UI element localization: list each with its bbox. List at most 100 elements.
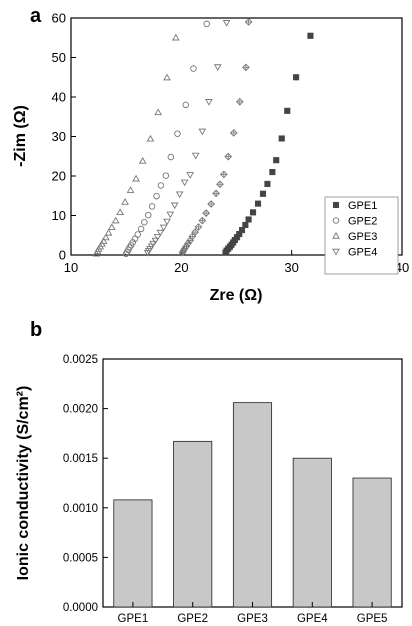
panel-b: b 0.0000 0.0005 0.0010 0.0015 0.0020 0.0025 G… — [15, 319, 403, 625]
data-point — [116, 208, 124, 216]
data-point — [203, 20, 210, 28]
y-tick-label: 0.0000 — [63, 602, 98, 614]
data-point — [242, 221, 249, 229]
data-point — [175, 191, 184, 199]
data-point — [224, 152, 233, 161]
data-point — [235, 97, 244, 106]
data-point — [264, 180, 271, 187]
data-point — [219, 170, 228, 179]
data-point — [167, 153, 175, 161]
data-point — [166, 211, 175, 219]
data-point — [188, 232, 197, 241]
data-point — [159, 224, 168, 232]
data-point — [132, 174, 140, 182]
y-tick-label: 30 — [52, 129, 66, 144]
data-point — [191, 152, 200, 160]
panel-b-letter: b — [30, 319, 42, 341]
data-point — [126, 186, 135, 193]
bar-gpe2 — [173, 440, 213, 608]
data-point — [154, 108, 163, 116]
data-point — [244, 18, 253, 26]
data-point — [174, 130, 181, 137]
x-tick-label: GPE3 — [237, 613, 268, 625]
data-point — [245, 216, 252, 223]
y-tick-label: 50 — [52, 50, 66, 65]
x-tick-label: 10 — [64, 260, 78, 275]
y-tick-label: 0.0020 — [63, 404, 98, 416]
data-point — [170, 202, 179, 210]
data-point — [194, 223, 203, 231]
data-point — [293, 74, 300, 81]
data-point — [157, 182, 165, 189]
legend-label: GPE3 — [348, 231, 377, 243]
legend-label: GPE1 — [348, 200, 377, 212]
legend-label: GPE4 — [348, 247, 377, 259]
data-point — [190, 65, 197, 72]
y-tick-label: 60 — [52, 11, 66, 26]
legend-item-gpe2: GPE2 — [332, 216, 377, 228]
legend-item-gpe1: GPE1 — [332, 200, 377, 212]
data-point — [278, 135, 285, 142]
data-point — [104, 228, 113, 236]
data-point — [180, 179, 189, 187]
data-point — [238, 227, 246, 234]
data-point — [146, 134, 155, 142]
y-tick-label: 10 — [52, 208, 66, 223]
legend-item-gpe4: GPE4 — [332, 247, 377, 259]
data-point — [153, 192, 160, 200]
panel-a-letter: a — [30, 5, 42, 27]
bar-gpe1 — [113, 499, 153, 608]
panel-a-legend: GPE1 GPE2 GPE3 GPE4 — [324, 196, 399, 275]
data-point — [121, 198, 129, 205]
panel-b-bars — [113, 402, 392, 608]
x-tick-label: GPE2 — [177, 613, 208, 625]
y-tick-label: 40 — [52, 90, 66, 105]
series-gpe2 — [122, 20, 210, 258]
data-point — [163, 73, 171, 81]
x-tick-label: GPE1 — [118, 613, 149, 625]
data-point — [141, 218, 148, 226]
data-point — [216, 180, 224, 189]
data-point — [222, 20, 231, 27]
x-tick-label: GPE4 — [297, 613, 328, 625]
data-point — [269, 169, 276, 176]
data-point — [134, 231, 142, 238]
data-point — [186, 172, 195, 179]
data-point — [307, 32, 314, 39]
data-point — [148, 203, 156, 210]
x-tick-label: 20 — [174, 260, 188, 275]
data-point — [99, 237, 108, 244]
panel-a-data-points — [92, 18, 314, 258]
legend-marker — [332, 201, 340, 209]
data-point — [137, 225, 145, 233]
data-point — [151, 237, 160, 245]
x-tick-label: GPE5 — [357, 613, 388, 625]
y-tick-label: 0.0025 — [63, 354, 98, 366]
data-point — [144, 211, 152, 219]
data-point — [259, 190, 267, 197]
series-gpe3 — [92, 33, 180, 257]
series-gpe5 — [178, 18, 253, 257]
data-point — [242, 63, 250, 72]
legend-item-gpe3: GPE3 — [332, 231, 377, 243]
data-point — [250, 209, 257, 216]
data-point — [207, 200, 215, 208]
panel-a-x-axis-label: Zre (Ω) — [210, 287, 263, 304]
y-tick-label: 0 — [59, 248, 66, 263]
data-point — [107, 223, 116, 231]
y-tick-label: 0.0010 — [63, 503, 98, 515]
data-point — [182, 101, 189, 109]
data-point — [254, 200, 262, 207]
legend-marker — [332, 232, 340, 239]
series-gpe1 — [222, 32, 314, 256]
data-point — [229, 129, 238, 137]
data-point — [191, 228, 199, 236]
data-point — [171, 33, 180, 41]
panel-b-x-axis: GPE1 GPE2 GPE3 GPE4 GPE5 — [118, 602, 388, 625]
data-point — [138, 157, 147, 164]
data-point — [212, 189, 220, 198]
data-point — [129, 239, 137, 246]
data-point — [163, 218, 171, 226]
legend-marker — [332, 217, 340, 224]
data-point — [111, 216, 120, 224]
